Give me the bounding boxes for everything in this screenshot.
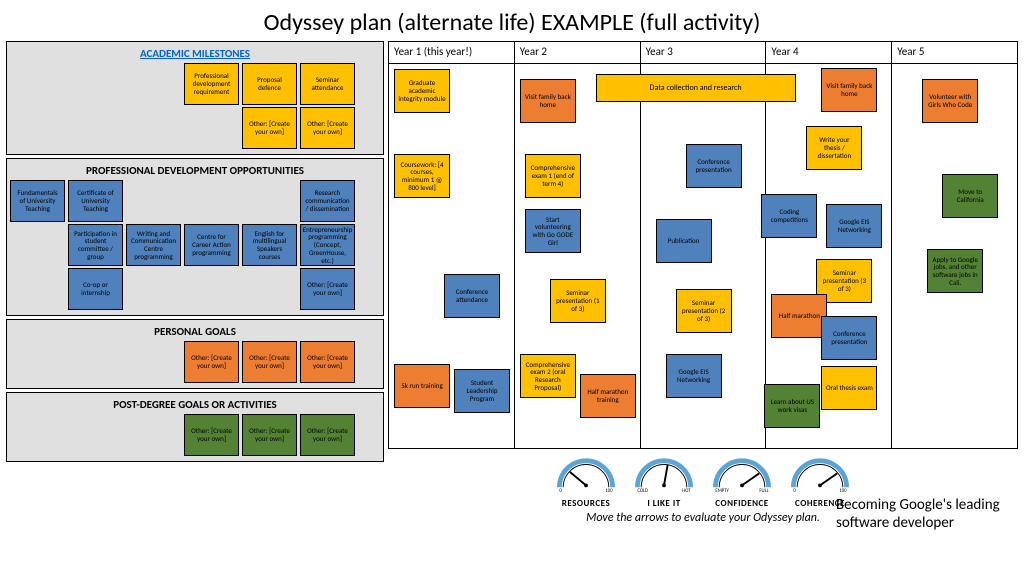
timeline-card[interactable]: Start volunteering with Go GODE Girl xyxy=(525,209,581,253)
year-header: Year 4 xyxy=(766,42,891,64)
year-column: Year 4 Visit family back home Write your t… xyxy=(766,42,892,448)
gauge[interactable]: EMPTY FULL CONFIDENCE xyxy=(708,455,776,509)
panel-row: Other: [Create your own]Other: [Create y… xyxy=(10,414,380,458)
year-column: Year 5 Volunteer with Girls Who Code Move … xyxy=(892,42,1017,448)
year-column: Year 3Data collection and researchConfer… xyxy=(641,42,767,448)
year-column: Year 1 (this year!)Graduate academic int… xyxy=(389,42,515,448)
svg-text:EMPTY: EMPTY xyxy=(715,488,729,493)
svg-text:100: 100 xyxy=(605,488,613,493)
timeline-card[interactable]: Half marathon training xyxy=(580,374,636,418)
tagline: Becoming Google's leading software devel… xyxy=(836,496,1006,532)
year-header: Year 3 xyxy=(641,42,766,64)
panel-row: Fundamentals of University TeachingCerti… xyxy=(10,180,380,224)
timeline-card[interactable]: Learn about US work visas xyxy=(764,384,820,428)
year-column: Year 2 Visit family back home Comprehensiv… xyxy=(515,42,641,448)
year-header: Year 1 (this year!) xyxy=(389,42,514,64)
timeline-card[interactable]: Oral thesis exam xyxy=(821,366,877,410)
timeline-card[interactable]: Comprehensive exam 1 (end of term 4) xyxy=(525,154,581,198)
timeline-card[interactable]: Apply to Google jobs, and other software… xyxy=(927,249,983,293)
timeline-card[interactable]: Student Leadership Program xyxy=(454,369,510,413)
gauge[interactable]: COLD HOT I LIKE IT xyxy=(630,455,698,509)
timeline-card[interactable]: Conference attendance xyxy=(444,274,500,318)
svg-text:HOT: HOT xyxy=(682,488,691,493)
panel-personal: PERSONAL GOALSOther: [Create your own]Ot… xyxy=(6,319,384,389)
timeline-card[interactable]: Conference presentation xyxy=(821,316,877,360)
page-title: Odyssey plan (alternate life) EXAMPLE (f… xyxy=(0,0,1024,41)
card[interactable]: Other: [Create your own] xyxy=(300,341,355,383)
main-layout: ACADEMIC MILESTONESProfessional developm… xyxy=(0,41,1024,525)
right-column: Year 1 (this year!)Graduate academic int… xyxy=(388,41,1018,525)
card[interactable]: Entrepreneurship programming (Concept, G… xyxy=(300,224,355,266)
svg-text:FULL: FULL xyxy=(759,488,768,493)
timeline-card[interactable]: Publication xyxy=(656,219,712,263)
card[interactable]: Other: [Create your own] xyxy=(300,414,355,456)
card[interactable]: Certificate of University Teaching xyxy=(68,180,123,222)
panel-row: Other: [Create your own]Other: [Create y… xyxy=(10,107,380,151)
panel-professional: PROFESSIONAL DEVELOPMENT OPPORTUNITIESFu… xyxy=(6,158,384,316)
timeline-card[interactable]: Visit family back home xyxy=(520,79,576,123)
card[interactable]: Other: [Create your own] xyxy=(300,107,355,149)
card[interactable]: Other: [Create your own] xyxy=(184,414,239,456)
panel-title: PROFESSIONAL DEVELOPMENT OPPORTUNITIES xyxy=(10,162,380,180)
panel-row: Co-op or internship Other: [Create your o… xyxy=(10,268,380,312)
card[interactable]: Professional development requirement xyxy=(184,63,239,105)
timeline-card[interactable]: Comprehensive exam 2 (oral Research Prop… xyxy=(520,354,576,398)
timeline-card[interactable]: Half marathon xyxy=(771,294,827,338)
panel-row: Other: [Create your own]Other: [Create y… xyxy=(10,341,380,385)
year-body: Graduate academic integrity module Course… xyxy=(389,64,514,448)
gauge-label: RESOURCES xyxy=(552,498,620,509)
year-header: Year 2 xyxy=(515,42,640,64)
timeline-card[interactable]: Move to California xyxy=(942,174,998,218)
timeline-card[interactable]: Seminar presentation (1 of 3) xyxy=(550,279,606,323)
card[interactable]: Other: [Create your own] xyxy=(184,341,239,383)
timeline-card[interactable]: Conference presentation xyxy=(686,144,742,188)
card[interactable]: Other: [Create your own] xyxy=(300,268,355,310)
card[interactable]: Writing and Communication Centre program… xyxy=(126,224,181,266)
card[interactable]: Fundamentals of University Teaching xyxy=(10,180,65,222)
panel-row: Professional development requirementProp… xyxy=(10,63,380,107)
timeline-card[interactable]: Visit family back home xyxy=(821,68,877,112)
svg-text:0: 0 xyxy=(793,488,796,493)
card[interactable]: English for multilingual Speakers course… xyxy=(242,224,297,266)
timeline-card[interactable]: Coding competitions xyxy=(761,194,817,238)
timeline-card[interactable]: Graduate academic integrity module xyxy=(394,69,450,113)
gauge[interactable]: 0 100 RESOURCES xyxy=(552,455,620,509)
svg-text:0: 0 xyxy=(559,488,562,493)
panel-row: Participation in student committee / gro… xyxy=(10,224,380,268)
card[interactable]: Other: [Create your own] xyxy=(242,414,297,456)
timeline-card[interactable]: 5k run training xyxy=(394,364,450,408)
panel-postdegree: POST-DEGREE GOALS OR ACTIVITIESOther: [C… xyxy=(6,392,384,462)
left-column: ACADEMIC MILESTONESProfessional developm… xyxy=(6,41,384,525)
card[interactable]: Other: [Create your own] xyxy=(242,341,297,383)
card[interactable]: Other: [Create your own] xyxy=(242,107,297,149)
timeline-card[interactable]: Volunteer with Girls Who Code xyxy=(922,79,978,123)
svg-text:COLD: COLD xyxy=(637,488,648,493)
card[interactable]: Centre for Career Action programming xyxy=(184,224,239,266)
year-body: Volunteer with Girls Who Code Move to Cal… xyxy=(892,64,1017,448)
card[interactable]: Proposal defence xyxy=(242,63,297,105)
gauge-label: CONFIDENCE xyxy=(708,498,776,509)
panel-academic: ACADEMIC MILESTONESProfessional developm… xyxy=(6,41,384,155)
timeline: Year 1 (this year!)Graduate academic int… xyxy=(388,41,1018,449)
year-body: Visit family back home Comprehensive exam… xyxy=(515,64,640,448)
year-body: Data collection and researchConference p… xyxy=(641,64,766,448)
card[interactable]: Research communication / dissemination xyxy=(300,180,355,222)
gauge-label: I LIKE IT xyxy=(630,498,698,509)
panel-title: POST-DEGREE GOALS OR ACTIVITIES xyxy=(10,396,380,414)
timeline-card[interactable]: Google EIS Networking xyxy=(826,204,882,248)
timeline-card[interactable]: Google EIS Networking xyxy=(666,354,722,398)
year-header: Year 5 xyxy=(892,42,1017,64)
panel-title[interactable]: ACADEMIC MILESTONES xyxy=(10,45,380,63)
timeline-card[interactable]: Coursework: [4 courses, minimum 1 @ 800 … xyxy=(394,154,450,198)
card[interactable]: Seminar attendance xyxy=(300,63,355,105)
svg-text:100: 100 xyxy=(839,488,847,493)
timeline-card[interactable]: Seminar presentation (2 of 3) xyxy=(676,289,732,333)
card[interactable]: Co-op or internship xyxy=(68,268,123,310)
card[interactable]: Participation in student committee / gro… xyxy=(68,224,123,266)
timeline-card[interactable]: Write your thesis / dissertation xyxy=(806,126,862,170)
panel-title: PERSONAL GOALS xyxy=(10,323,380,341)
year-body: Visit family back home Write your thesis … xyxy=(766,64,891,448)
